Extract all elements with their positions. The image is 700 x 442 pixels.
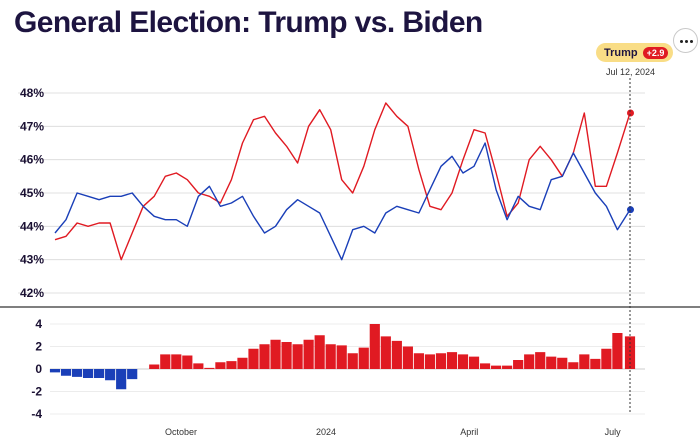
more-options-button[interactable] — [673, 28, 698, 53]
margin-bar — [513, 360, 524, 369]
margin-bar — [624, 336, 636, 369]
leader-name: Trump — [604, 46, 638, 59]
margin-bar — [601, 348, 612, 369]
margin-bar — [402, 346, 413, 369]
margin-bar — [325, 344, 336, 369]
margin-bar — [369, 324, 380, 369]
margin-bar — [259, 344, 270, 369]
page-title: General Election: Trump vs. Biden — [14, 6, 483, 39]
margin-bar — [336, 345, 347, 369]
margin-bar — [546, 356, 557, 369]
leader-badge: Trump +2.9 — [596, 43, 674, 62]
series-line-biden — [54, 142, 631, 261]
axis-labels: 48% 47% 46% 45% 44% 43% 42% 4 2 0 -2 -4 October 2024 A… — [20, 86, 621, 437]
margin-bar — [215, 362, 226, 369]
y-tick-label: 43% — [20, 253, 44, 267]
more-horizontal-icon — [680, 40, 683, 43]
margin-bar — [524, 354, 535, 369]
y-tick-label: 47% — [20, 119, 44, 133]
y-tick-label: 42% — [20, 286, 44, 300]
margin-bar — [193, 363, 204, 369]
y-tick-label: 46% — [20, 153, 44, 167]
margin-bar — [435, 353, 447, 369]
margin-bar — [579, 354, 590, 369]
margin-bar — [49, 369, 61, 373]
margin-bar — [424, 354, 436, 369]
gridlines — [0, 92, 700, 415]
margin-bar — [127, 369, 138, 380]
leader-margin-badge: +2.9 — [642, 46, 669, 59]
latest-point-biden — [627, 206, 634, 214]
margin-bar — [60, 369, 72, 376]
y-tick-label: 0 — [35, 362, 42, 376]
margin-bar — [105, 369, 116, 381]
margin-bar — [413, 353, 424, 369]
x-tick-label: July — [605, 427, 622, 437]
margin-bar — [468, 356, 480, 369]
margin-bar — [226, 361, 237, 369]
margin-bar — [557, 357, 568, 369]
margin-bar — [270, 339, 281, 369]
x-tick-label: 2024 — [316, 427, 336, 437]
poll-lines — [54, 102, 634, 261]
margin-bar — [71, 369, 83, 377]
margin-bar — [182, 355, 193, 369]
more-horizontal-icon — [685, 40, 688, 43]
latest-point-trump — [627, 109, 634, 117]
latest-date: Jul 12, 2024 — [606, 67, 656, 77]
margin-bar — [303, 339, 314, 369]
margin-bar — [149, 364, 160, 369]
x-tick-label: April — [460, 427, 478, 437]
margin-bar — [457, 354, 469, 369]
margin-bar — [116, 369, 127, 390]
margin-bar — [314, 335, 325, 369]
y-tick-label: 45% — [20, 186, 44, 200]
y-tick-label: 44% — [20, 219, 44, 233]
margin-bar — [347, 353, 358, 369]
margin-bar — [391, 340, 402, 369]
margin-bar — [446, 352, 458, 369]
margin-bar — [237, 357, 248, 369]
y-tick-label: 2 — [35, 340, 42, 354]
y-tick-label: 4 — [35, 317, 42, 331]
margin-bar — [248, 348, 259, 369]
margin-bar — [491, 365, 502, 369]
margin-bar — [171, 354, 182, 369]
margin-bar — [479, 363, 491, 369]
margin-bar — [94, 369, 105, 378]
margin-bars — [49, 324, 636, 390]
margin-bar — [281, 342, 292, 369]
margin-bar — [204, 367, 215, 369]
y-tick-label: 48% — [20, 86, 44, 100]
margin-bar — [82, 369, 94, 378]
margin-bar — [612, 333, 623, 369]
margin-bar — [380, 336, 391, 369]
margin-bar — [160, 354, 171, 369]
margin-bar — [292, 344, 303, 369]
y-tick-label: -2 — [31, 385, 42, 399]
margin-bar — [535, 352, 546, 369]
x-tick-label: October — [165, 427, 197, 437]
more-horizontal-icon — [690, 40, 693, 43]
y-tick-label: -4 — [31, 407, 42, 421]
margin-bar — [358, 347, 369, 369]
margin-bar — [590, 358, 601, 369]
margin-bar — [568, 362, 579, 369]
margin-bar — [502, 365, 513, 369]
series-line-trump — [54, 102, 631, 261]
